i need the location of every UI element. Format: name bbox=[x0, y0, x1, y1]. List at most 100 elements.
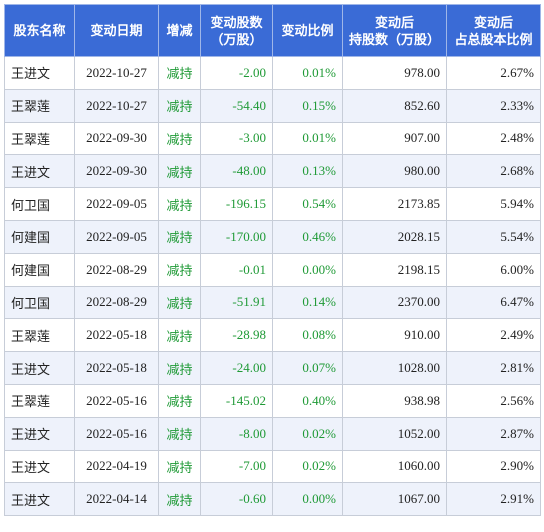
table-header: 股东名称 变动日期 增减 变动股数 （万股） 变动比例 变动后 持股数（万股） … bbox=[4, 4, 541, 57]
cell-hold: 2198.15 bbox=[342, 252, 447, 287]
cell-date: 2022-04-14 bbox=[74, 482, 159, 517]
cell-name: 王进文 bbox=[4, 351, 75, 385]
cell-pct: 2.49% bbox=[446, 318, 541, 353]
cell-ratio: 0.02% bbox=[272, 449, 343, 484]
cell-name: 王进文 bbox=[4, 56, 75, 90]
cell-change: -3.00 bbox=[200, 121, 273, 156]
cell-date: 2022-09-30 bbox=[74, 121, 159, 156]
cell-change: -170.00 bbox=[200, 219, 273, 254]
header-change-line1: 变动股数 bbox=[210, 14, 263, 30]
cell-type: 减持 bbox=[158, 351, 201, 385]
table-row: 王进文 2022-05-18 减持 -24.00 0.07% 1028.00 2.81% bbox=[4, 351, 541, 385]
cell-date: 2022-04-19 bbox=[74, 449, 159, 484]
cell-ratio: 0.08% bbox=[272, 318, 343, 353]
cell-type: 减持 bbox=[158, 56, 201, 90]
cell-pct: 5.94% bbox=[446, 187, 541, 221]
table-row: 王进文 2022-10-27 减持 -2.00 0.01% 978.00 2.67% bbox=[4, 56, 541, 90]
cell-ratio: 0.15% bbox=[272, 88, 343, 123]
cell-date: 2022-10-27 bbox=[74, 88, 159, 123]
cell-hold: 852.60 bbox=[342, 88, 447, 123]
table-row: 王进文 2022-04-14 减持 -0.60 0.00% 1067.00 2.91% bbox=[4, 482, 541, 517]
header-ratio: 变动比例 bbox=[272, 4, 343, 57]
cell-hold: 907.00 bbox=[342, 121, 447, 156]
cell-name: 王翠莲 bbox=[4, 121, 75, 156]
cell-hold: 2173.85 bbox=[342, 187, 447, 221]
cell-name: 何卫国 bbox=[4, 285, 75, 320]
header-type: 增减 bbox=[158, 4, 201, 57]
shareholder-change-table-container: 股东名称 变动日期 增减 变动股数 （万股） 变动比例 变动后 持股数（万股） … bbox=[4, 4, 541, 517]
cell-date: 2022-05-18 bbox=[74, 318, 159, 353]
cell-date: 2022-08-29 bbox=[74, 285, 159, 320]
header-hold-line2: 持股数（万股） bbox=[348, 31, 440, 47]
table-row: 何建国 2022-09-05 减持 -170.00 0.46% 2028.15 5.54% bbox=[4, 219, 541, 254]
cell-pct: 6.47% bbox=[446, 285, 541, 320]
cell-pct: 2.87% bbox=[446, 416, 541, 451]
cell-name: 王进文 bbox=[4, 449, 75, 484]
cell-name: 王进文 bbox=[4, 482, 75, 517]
cell-hold: 910.00 bbox=[342, 318, 447, 353]
cell-change: -48.00 bbox=[200, 154, 273, 189]
cell-pct: 2.90% bbox=[446, 449, 541, 484]
cell-type: 减持 bbox=[158, 482, 201, 517]
header-pct-line2: 占总股本比例 bbox=[454, 31, 533, 47]
cell-name: 王进文 bbox=[4, 154, 75, 189]
cell-change: -24.00 bbox=[200, 351, 273, 385]
cell-date: 2022-09-05 bbox=[74, 219, 159, 254]
cell-ratio: 0.00% bbox=[272, 252, 343, 287]
table-row: 王进文 2022-04-19 减持 -7.00 0.02% 1060.00 2.90% bbox=[4, 449, 541, 484]
cell-type: 减持 bbox=[158, 383, 201, 418]
cell-date: 2022-05-16 bbox=[74, 416, 159, 451]
cell-change: -8.00 bbox=[200, 416, 273, 451]
header-pct: 变动后 占总股本比例 bbox=[446, 4, 541, 57]
cell-hold: 1052.00 bbox=[342, 416, 447, 451]
header-pct-line1: 变动后 bbox=[473, 14, 513, 30]
cell-ratio: 0.14% bbox=[272, 285, 343, 320]
cell-hold: 1060.00 bbox=[342, 449, 447, 484]
table-row: 王翠莲 2022-09-30 减持 -3.00 0.01% 907.00 2.48% bbox=[4, 121, 541, 156]
cell-date: 2022-08-29 bbox=[74, 252, 159, 287]
table-row: 何卫国 2022-08-29 减持 -51.91 0.14% 2370.00 6.47% bbox=[4, 285, 541, 320]
cell-change: -145.02 bbox=[200, 383, 273, 418]
cell-name: 何建国 bbox=[4, 252, 75, 287]
header-hold-line1: 变动后 bbox=[374, 14, 414, 30]
table-row: 王翠莲 2022-05-16 减持 -145.02 0.40% 938.98 2.56% bbox=[4, 383, 541, 418]
cell-pct: 2.68% bbox=[446, 154, 541, 189]
cell-date: 2022-10-27 bbox=[74, 56, 159, 90]
table-row: 王翠莲 2022-10-27 减持 -54.40 0.15% 852.60 2.33% bbox=[4, 88, 541, 123]
header-date: 变动日期 bbox=[74, 4, 159, 57]
cell-hold: 2370.00 bbox=[342, 285, 447, 320]
cell-hold: 1028.00 bbox=[342, 351, 447, 385]
cell-ratio: 0.07% bbox=[272, 351, 343, 385]
table-row: 王进文 2022-09-30 减持 -48.00 0.13% 980.00 2.68% bbox=[4, 154, 541, 189]
cell-change: -7.00 bbox=[200, 449, 273, 484]
cell-pct: 6.00% bbox=[446, 252, 541, 287]
cell-pct: 2.56% bbox=[446, 383, 541, 418]
cell-type: 减持 bbox=[158, 416, 201, 451]
cell-hold: 980.00 bbox=[342, 154, 447, 189]
header-name: 股东名称 bbox=[4, 4, 75, 57]
cell-pct: 2.81% bbox=[446, 351, 541, 385]
table-row: 王翠莲 2022-05-18 减持 -28.98 0.08% 910.00 2.49% bbox=[4, 318, 541, 353]
cell-hold: 2028.15 bbox=[342, 219, 447, 254]
cell-ratio: 0.54% bbox=[272, 187, 343, 221]
cell-change: -2.00 bbox=[200, 56, 273, 90]
cell-date: 2022-05-18 bbox=[74, 351, 159, 385]
cell-type: 减持 bbox=[158, 285, 201, 320]
cell-change: -54.40 bbox=[200, 88, 273, 123]
cell-change: -0.01 bbox=[200, 252, 273, 287]
cell-change: -196.15 bbox=[200, 187, 273, 221]
cell-type: 减持 bbox=[158, 121, 201, 156]
cell-name: 何卫国 bbox=[4, 187, 75, 221]
cell-pct: 2.67% bbox=[446, 56, 541, 90]
cell-date: 2022-09-30 bbox=[74, 154, 159, 189]
table-row: 王进文 2022-05-16 减持 -8.00 0.02% 1052.00 2.87% bbox=[4, 416, 541, 451]
cell-change: -51.91 bbox=[200, 285, 273, 320]
table-row: 何卫国 2022-09-05 减持 -196.15 0.54% 2173.85 5.94% bbox=[4, 187, 541, 221]
cell-type: 减持 bbox=[158, 187, 201, 221]
header-change: 变动股数 （万股） bbox=[200, 4, 273, 57]
cell-ratio: 0.02% bbox=[272, 416, 343, 451]
cell-ratio: 0.01% bbox=[272, 121, 343, 156]
shareholder-change-table: 股东名称 变动日期 增减 变动股数 （万股） 变动比例 变动后 持股数（万股） … bbox=[4, 4, 541, 517]
cell-name: 王进文 bbox=[4, 416, 75, 451]
cell-hold: 978.00 bbox=[342, 56, 447, 90]
